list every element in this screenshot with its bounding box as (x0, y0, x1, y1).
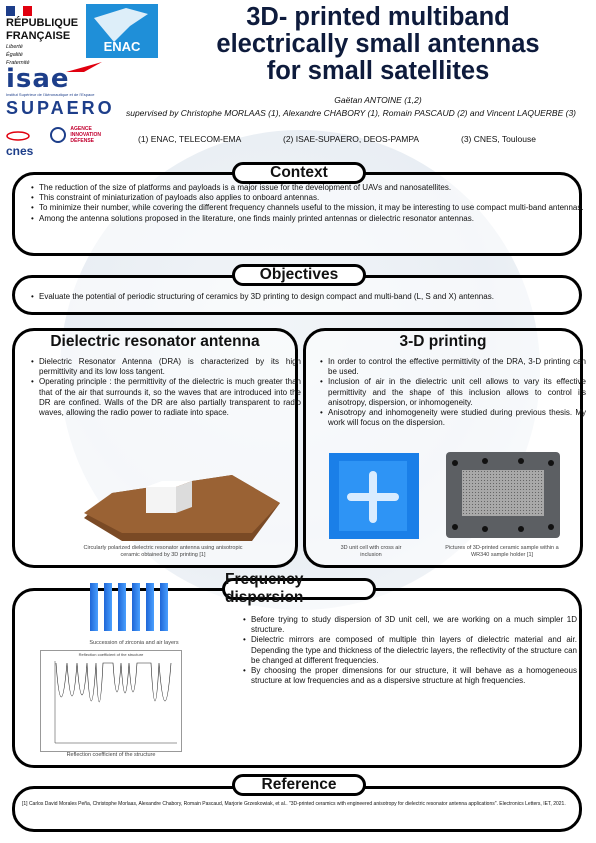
isae-supaero-logo: isae Institut Supérieur de l'Aéronautiqu… (6, 62, 115, 118)
context-item: The reduction of the size of platforms a… (31, 183, 585, 193)
objectives-list: Evaluate the potential of periodic struc… (29, 292, 589, 302)
motto-egalite: Égalité (6, 52, 23, 58)
enac-text: ENAC (103, 39, 141, 54)
reflection-plot: Reflection coefficient of the structure (40, 650, 182, 752)
isae-text: isae (6, 64, 70, 94)
plot-title: Reflection coefficient of the structure (78, 652, 144, 657)
republique-francaise-logo: RÉPUBLIQUE FRANÇAISE Liberté Égalité Fra… (6, 6, 80, 76)
reference-text: [1] Carlos David Morales Peña, Christoph… (22, 801, 566, 807)
layers-caption: Succession of zirconia and air layers (89, 640, 179, 646)
aid-line-3: DÉFENSE (70, 138, 95, 144)
printing-item: Inclusion of air in the dielectric unit … (320, 377, 586, 408)
cnes-text: cnes (6, 144, 34, 158)
supervisors: supervised by Christophe MORLAAS (1), Al… (125, 108, 577, 118)
republique-line-2: FRANÇAISE (6, 30, 71, 42)
author: Gaëtan ANTOINE (1,2) (334, 95, 422, 105)
printing-list: In order to control the effective permit… (318, 357, 586, 428)
frequency-list: Before trying to study dispersion of 3D … (241, 615, 577, 686)
printing-item: In order to control the effective permit… (320, 357, 586, 377)
unit-cell-image (329, 453, 419, 539)
french-flag-icon (6, 6, 33, 16)
affiliation-2: (2) ISAE-SUPAERO, DEOS-PAMPA (283, 134, 420, 144)
context-item: To minimize their number, while covering… (31, 203, 585, 213)
dra-title: Dielectric resonator antenna (50, 333, 260, 350)
aid-logo: AGENCE INNOVATION DÉFENSE (50, 126, 120, 144)
frequency-item: Before trying to study dispersion of 3D … (243, 615, 577, 635)
reflection-curve (54, 661, 177, 744)
title-line-3: for small satellites (266, 57, 490, 85)
supaero-text: SUPAERO (6, 98, 115, 118)
sample-caption: Pictures of 3D-printed ceramic sample wi… (445, 545, 559, 558)
isae-plane-icon (66, 62, 102, 72)
objectives-item: Evaluate the potential of periodic struc… (31, 292, 589, 302)
isae-subtitle: Institut Supérieur de l'Aéronautique et … (6, 92, 95, 97)
affiliation-1: (1) ENAC, TELECOM-EMA (138, 134, 242, 144)
context-item: This constraint of miniaturization of pa… (31, 193, 585, 203)
printing-title: 3-D printing (399, 333, 487, 350)
sample-holder-image (446, 452, 560, 538)
aid-circle-icon (50, 127, 66, 143)
title-line-2: electrically small antennas (216, 30, 540, 58)
dra-item: Dielectric Resonator Antenna (DRA) is ch… (31, 357, 301, 377)
objectives-title: Objectives (232, 264, 366, 286)
context-item: Among the antenna solutions proposed in … (31, 214, 585, 224)
cnes-orbit-icon (6, 131, 30, 141)
aid-line-2: INNOVATION (70, 132, 102, 138)
dra-antenna-image (84, 475, 280, 541)
motto-liberte: Liberté (6, 44, 23, 50)
plot-caption: Reflection coefficient of the structure (66, 752, 156, 758)
context-box: The reduction of the size of platforms a… (12, 172, 585, 256)
motto-fraternite: Fraternité (6, 60, 30, 66)
dra-item: Operating principle : the permittivity o… (31, 377, 301, 418)
frequency-item: Dielectric mirrors are composed of multi… (243, 635, 577, 666)
republique-line-1: RÉPUBLIQUE (6, 17, 79, 29)
context-list: The reduction of the size of platforms a… (29, 183, 585, 224)
enac-logo: ENAC (86, 4, 158, 58)
aid-line-1: AGENCE (70, 126, 92, 132)
poster-title: 3D- printed multiband electrically small… (168, 4, 588, 85)
cnes-logo: cnes (6, 130, 33, 158)
reference-title: Reference (232, 774, 366, 796)
frequency-title: Frequency dispersion (222, 571, 376, 606)
frequency-item: By choosing the proper dimensions for ou… (243, 666, 577, 686)
enac-bird-icon (94, 8, 148, 42)
printing-item: Anisotropy and inhomogeneity were studie… (320, 408, 586, 428)
dra-caption: Circularly polarized dielectric resonato… (83, 545, 243, 558)
title-line-1: 3D- printed multiband (246, 3, 510, 31)
unit-cell-caption: 3D unit cell with cross air inclusion (340, 545, 402, 558)
dra-list: Dielectric Resonator Antenna (DRA) is ch… (29, 357, 301, 418)
context-title: Context (232, 162, 366, 184)
affiliation-3: (3) CNES, Toulouse (461, 134, 536, 144)
